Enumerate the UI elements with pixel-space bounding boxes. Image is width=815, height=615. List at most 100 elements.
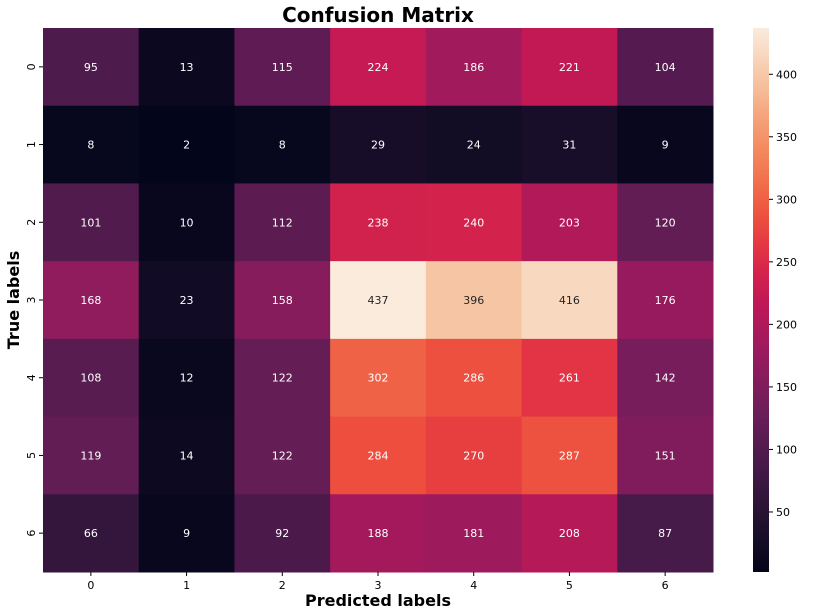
cell-value-label: 101: [80, 216, 101, 229]
heatmap-cell: [617, 338, 714, 418]
heatmap-cell: [521, 28, 618, 107]
heatmap-cell: [425, 183, 523, 262]
heatmap-cell: [43, 338, 140, 418]
cell-value-label: 151: [655, 449, 676, 462]
cell-value-label: 284: [368, 449, 389, 462]
heatmap-cell: [43, 28, 140, 107]
cell-value-label: 8: [279, 139, 286, 152]
heatmap-cell: [138, 494, 235, 573]
cell-value-label: 221: [559, 61, 580, 74]
heatmap-cell: [234, 261, 331, 340]
x-axis-ticks: 0 1 2 3 4 5 6: [87, 572, 669, 592]
cell-value-label: 261: [559, 372, 580, 385]
colorbar-tick-label: 250: [776, 256, 797, 269]
cell-value-label: 186: [463, 61, 484, 74]
cell-value-label: 9: [183, 527, 190, 540]
colorbar-tick-label: 300: [776, 193, 797, 206]
y-tick-label: 6: [25, 530, 38, 537]
cell-value-label: 188: [368, 527, 389, 540]
cell-value-label: 224: [368, 61, 389, 74]
colorbar-tick-label: 350: [776, 131, 797, 144]
heatmap-cell: [234, 416, 331, 495]
heatmap-cell: [425, 105, 523, 184]
heatmap-cell: [234, 105, 331, 184]
cell-value-label: 208: [559, 527, 580, 540]
chart-title: Confusion Matrix: [282, 3, 474, 27]
cell-value-label: 168: [80, 294, 101, 307]
cell-value-label: 23: [180, 294, 194, 307]
cell-value-label: 87: [658, 527, 672, 540]
heatmap-cell: [138, 416, 235, 495]
heatmap-cell: [617, 494, 714, 573]
cell-value-label: 287: [559, 449, 580, 462]
heatmap-cell: [234, 183, 331, 262]
cell-value-label: 142: [655, 372, 676, 385]
y-tick-label: 5: [25, 452, 38, 459]
heatmap-cell: [425, 338, 523, 418]
cell-value-label: 95: [84, 61, 98, 74]
cell-value-label: 286: [463, 372, 484, 385]
cell-value-label: 14: [180, 449, 194, 462]
cell-value-label: 10: [180, 216, 194, 229]
colorbar-ticks: 50 100 150 200 250 300 350 400: [769, 68, 797, 519]
cell-value-label: 122: [272, 449, 293, 462]
heatmap-cell: [138, 105, 235, 184]
heatmap-cell: [617, 261, 714, 340]
heatmap-cell: [617, 416, 714, 495]
y-tick-label: 0: [25, 63, 38, 70]
cell-value-label: 119: [80, 449, 101, 462]
y-tick-label: 4: [25, 374, 38, 381]
colorbar-tick-label: 400: [776, 68, 797, 81]
heatmap-cell: [521, 494, 618, 573]
heatmap-cell: [43, 494, 140, 573]
x-tick-label: 4: [470, 579, 477, 592]
heatmap-cell: [521, 416, 618, 495]
cell-value-label: 181: [463, 527, 484, 540]
colorbar-tick-label: 150: [776, 381, 797, 394]
cell-value-label: 158: [272, 294, 293, 307]
cell-value-label: 203: [559, 216, 580, 229]
heatmap-cell: [138, 338, 235, 418]
cell-value-label: 115: [272, 61, 293, 74]
y-tick-label: 3: [25, 297, 38, 304]
cell-value-label: 396: [463, 294, 484, 307]
cell-value-label: 31: [562, 139, 576, 152]
cell-value-label: 13: [180, 61, 194, 74]
cell-value-label: 416: [559, 294, 580, 307]
x-axis-label: Predicted labels: [305, 591, 451, 610]
x-tick-label: 3: [375, 579, 382, 592]
heatmap-cell: [617, 105, 714, 184]
cell-value-label: 104: [655, 61, 676, 74]
colorbar-tick-label: 200: [776, 318, 797, 331]
cell-value-label: 8: [87, 139, 94, 152]
heatmap-cell: [138, 261, 235, 340]
y-axis-ticks: 0 1 2 3 4 5 6: [25, 63, 43, 537]
heatmap-cell: [43, 105, 140, 184]
cell-value-label: 66: [84, 527, 98, 540]
cell-value-label: 437: [368, 294, 389, 307]
cell-value-label: 238: [368, 216, 389, 229]
cell-value-label: 122: [272, 372, 293, 385]
cell-value-label: 12: [180, 372, 194, 385]
heatmap-cell: [330, 494, 427, 573]
x-tick-label: 5: [566, 579, 573, 592]
cell-value-label: 24: [467, 139, 481, 152]
x-tick-label: 1: [183, 579, 190, 592]
heatmap-cell: [330, 28, 427, 107]
heatmap-cell: [617, 183, 714, 262]
heatmap-cell: [425, 28, 523, 107]
x-tick-label: 2: [279, 579, 286, 592]
cell-value-label: 112: [272, 216, 293, 229]
heatmap-cell: [330, 416, 427, 495]
cell-value-label: 176: [655, 294, 676, 307]
heatmap-cell: [521, 338, 618, 418]
heatmap-cell: [617, 28, 714, 107]
heatmap-cell: [234, 338, 331, 418]
x-tick-label: 0: [87, 579, 94, 592]
heatmap-cell: [330, 261, 427, 340]
cell-value-label: 9: [662, 139, 669, 152]
heatmap-cell: [330, 105, 427, 184]
cell-value-label: 302: [368, 372, 389, 385]
cell-value-label: 92: [275, 527, 289, 540]
